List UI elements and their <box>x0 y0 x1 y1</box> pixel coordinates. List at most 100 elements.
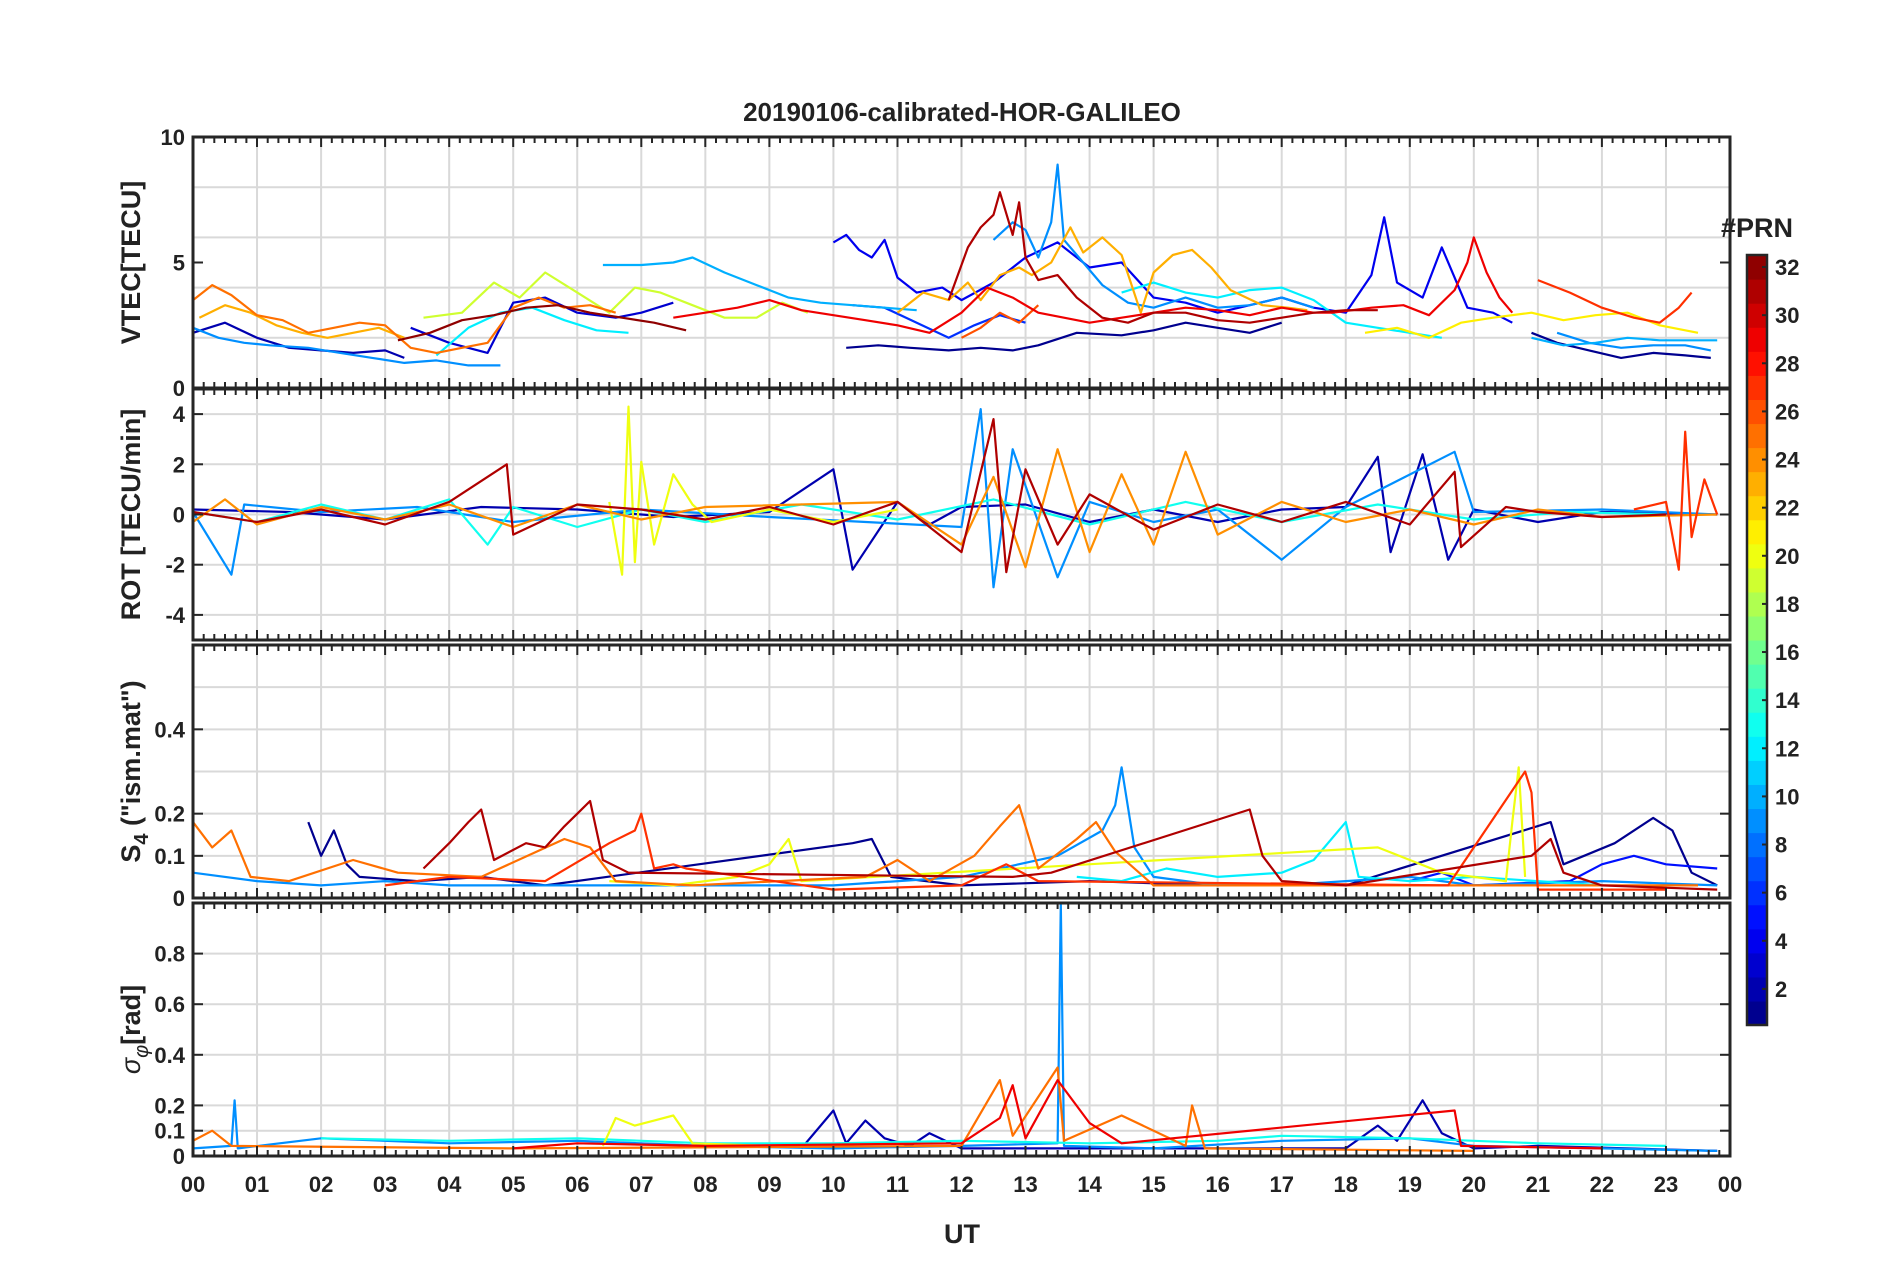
y-tick-label: 0 <box>173 886 185 911</box>
plot-frame <box>191 387 1732 642</box>
series-prn-2 <box>193 321 405 359</box>
colorbar-swatch <box>1747 760 1767 785</box>
series-prn-13 <box>321 1134 1667 1147</box>
y-tick-label: 10 <box>161 125 185 150</box>
colorbar-swatch <box>1747 447 1767 473</box>
series-prn-23 <box>896 226 1308 314</box>
x-tick-label: 01 <box>245 1172 269 1197</box>
colorbar-swatch <box>1747 375 1767 400</box>
colorbar-swatch <box>1747 832 1767 858</box>
colorbar-swatch <box>1747 519 1767 545</box>
colorbar-swatch <box>1747 928 1767 954</box>
y-tick-label: 0.1 <box>154 1119 185 1144</box>
y-axis-label: ROT [TECU/min] <box>116 409 146 620</box>
series-prn-31 <box>422 799 1718 891</box>
series-prn-12 <box>1076 820 1602 887</box>
x-tick-label: 20 <box>1462 1172 1486 1197</box>
colorbar-tick-label: 22 <box>1775 496 1799 521</box>
x-tick-label: 14 <box>1077 1172 1102 1197</box>
series-prn-25 <box>193 804 1698 887</box>
x-tick-label: 09 <box>757 1172 781 1197</box>
y-tick-label: 5 <box>173 251 185 276</box>
colorbar-swatch <box>1747 856 1767 882</box>
series-prn-25 <box>193 1066 1474 1152</box>
plot-frame <box>191 643 1732 900</box>
series-prn-26 <box>960 304 1040 339</box>
series-prn-31 <box>193 418 1667 574</box>
colorbar-tick-label: 12 <box>1775 736 1799 761</box>
panel-vtec: 0 5 10 VTEC[TECU] <box>116 125 1732 401</box>
colorbar-tick-label: 10 <box>1775 784 1799 809</box>
series-prn-9 <box>193 408 1718 589</box>
series-group <box>193 766 1718 891</box>
x-axis-label: UT <box>944 1219 980 1249</box>
panel-s4: 0 0.1 0.2 0.4S4 ("ism.mat") <box>116 643 1732 911</box>
y-tick-label: 0.1 <box>154 844 185 869</box>
series-prn-20 <box>608 405 898 576</box>
y-tick-label: 0.4 <box>154 1043 185 1068</box>
colorbar-tick-label: 28 <box>1775 351 1799 376</box>
x-tick-label: 12 <box>949 1172 973 1197</box>
y-axis-label: VTEC[TECU] <box>116 181 146 345</box>
colorbar-swatch <box>1747 640 1767 665</box>
colorbar-tick-label: 30 <box>1775 303 1799 328</box>
colorbar-swatch <box>1747 1000 1767 1026</box>
x-tick-label: 21 <box>1526 1172 1550 1197</box>
series-prn-29 <box>673 236 1514 334</box>
series-prn-9 <box>992 163 1315 309</box>
x-tick-label: 02 <box>309 1172 333 1197</box>
series-prn-20 <box>601 1114 770 1147</box>
y-tick-label: 0 <box>173 503 185 528</box>
panel-rot: -4 -2 0 2 4 ROT [TECU/min] <box>116 387 1732 642</box>
colorbar-swatch <box>1747 808 1767 834</box>
colorbar-tick-label: 4 <box>1775 929 1788 954</box>
series-prn-25 <box>193 284 617 354</box>
x-tick-label: 00 <box>1718 1172 1742 1197</box>
x-tick-label: 00 <box>181 1172 205 1197</box>
colorbar-tick-label: 8 <box>1775 833 1787 858</box>
y-tick-label: 0.2 <box>154 1093 185 1118</box>
series-prn-2 <box>193 453 1718 571</box>
colorbar-swatch <box>1747 976 1767 1002</box>
x-tick-label: 18 <box>1334 1172 1358 1197</box>
series-prn-27 <box>1537 279 1693 324</box>
panel-sigphi: 00.10.2 0.4 0.6 0.8σφ[rad] <box>116 901 1732 1169</box>
y-tick-label: -4 <box>165 603 185 628</box>
colorbar-swatch <box>1747 952 1767 978</box>
x-tick-label: 07 <box>629 1172 653 1197</box>
series-prn-24 <box>193 448 1718 569</box>
colorbar-tick-label: 32 <box>1775 255 1799 280</box>
colorbar-swatch <box>1747 904 1767 930</box>
series-prn-10 <box>1531 336 1718 347</box>
colorbar-tick-label: 16 <box>1775 640 1799 665</box>
x-tick-label: 11 <box>886 1172 909 1197</box>
y-tick-label: 0.6 <box>154 992 185 1017</box>
colorbar-title: #PRN <box>1721 213 1793 243</box>
y-tick-label: 0 <box>173 1144 185 1169</box>
y-tick-label: 0 <box>173 376 185 401</box>
series-prn-1 <box>307 816 1718 887</box>
y-tick-label: 2 <box>173 452 185 477</box>
colorbar-swatch <box>1747 736 1767 761</box>
colorbar-swatch <box>1747 688 1767 713</box>
series-prn-23 <box>198 304 405 339</box>
colorbar-tick-label: 26 <box>1775 399 1799 424</box>
series-prn-5 <box>1409 854 1718 887</box>
colorbar-swatch <box>1747 495 1767 521</box>
series-prn-1 <box>846 321 1283 352</box>
colorbar-swatch <box>1747 712 1767 737</box>
series-prn-4 <box>832 216 1513 324</box>
colorbar-frame <box>1745 253 1769 1027</box>
y-axis-label: S4 ("ism.mat") <box>116 680 153 862</box>
colorbar-swatch <box>1747 303 1767 328</box>
series-prn-31 <box>947 191 1378 324</box>
colorbar-swatch <box>1747 664 1767 689</box>
x-tick-label: 06 <box>565 1172 589 1197</box>
colorbar-swatch <box>1747 351 1767 376</box>
series-prn-3 <box>410 296 674 354</box>
x-tick-label: 13 <box>1013 1172 1037 1197</box>
x-axis: 00 01 02 03 04 05 06 07 08 09 10 11 12 13 14 15 16 17 18 19… <box>181 1172 1742 1197</box>
x-tick-label: 23 <box>1654 1172 1678 1197</box>
